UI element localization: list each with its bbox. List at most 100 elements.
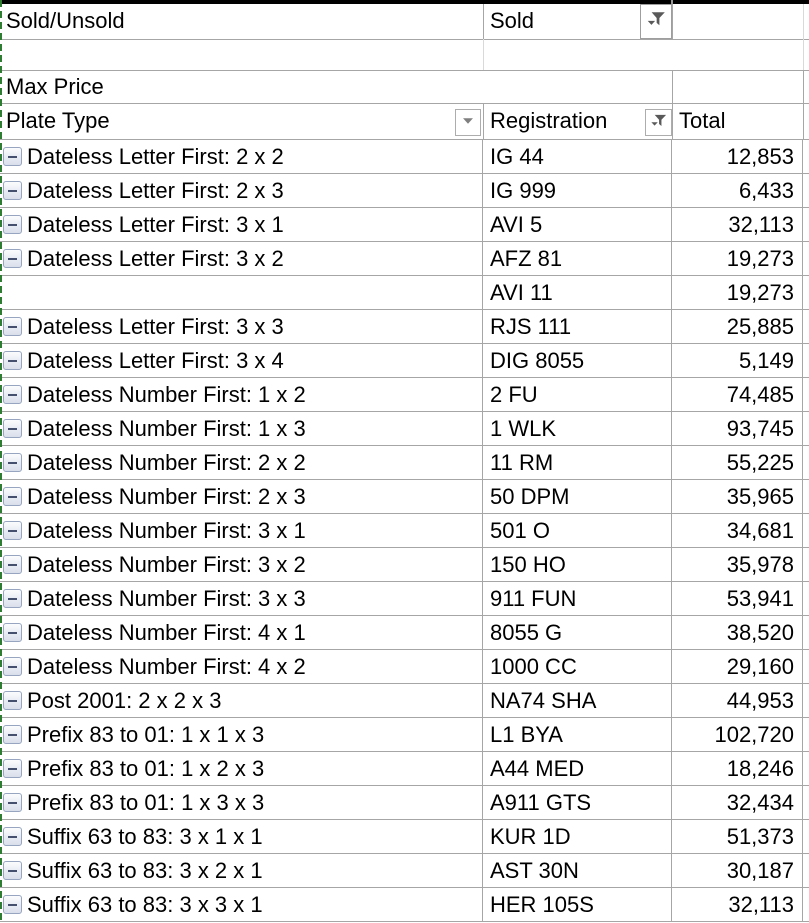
sold-filter-button[interactable] [640, 4, 672, 39]
minus-icon [8, 529, 17, 532]
gridline-sliver [803, 888, 809, 921]
registration-cell: 2 FU [483, 378, 672, 411]
collapse-button[interactable] [3, 793, 22, 812]
registration-filter-button[interactable] [645, 109, 672, 136]
plate-type-label: Dateless Number First: 1 x 3 [27, 415, 306, 441]
registration-cell: IG 44 [483, 140, 672, 173]
registration-cell: RJS 111 [483, 310, 672, 343]
registration-cell: IG 999 [483, 174, 672, 207]
table-row: Dateless Number First: 2 x 2 11 RM 55,22… [0, 446, 809, 480]
total-cell: 25,885 [672, 310, 803, 343]
registration-cell: 1 WLK [483, 412, 672, 445]
collapse-button[interactable] [3, 521, 22, 540]
collapse-button[interactable] [3, 453, 22, 472]
plate-type-cell: Dateless Letter First: 3 x 4 [0, 344, 483, 377]
gridline-sliver [803, 514, 809, 547]
plate-type-cell: Dateless Number First: 1 x 3 [0, 412, 483, 445]
plate-type-label: Dateless Number First: 2 x 2 [27, 449, 306, 475]
table-row: Dateless Number First: 1 x 2 2 FU 74,485 [0, 378, 809, 412]
total-cell: 102,720 [672, 718, 803, 751]
collapse-button[interactable] [3, 759, 22, 778]
values-label-cell: Max Price [6, 74, 104, 99]
collapse-button[interactable] [3, 657, 22, 676]
gridline-sliver [803, 650, 809, 683]
minus-icon [8, 495, 17, 498]
funnel-filter-icon [649, 112, 668, 134]
gridline-sliver [803, 242, 809, 275]
plate-type-label: Dateless Number First: 1 x 2 [27, 381, 306, 407]
total-cell: 32,113 [672, 208, 803, 241]
registration-cell: KUR 1D [483, 820, 672, 853]
plate-type-cell: Prefix 83 to 01: 1 x 2 x 3 [0, 752, 483, 785]
total-cell: 6,433 [672, 174, 803, 207]
registration-header-cell: Registration [490, 108, 608, 133]
plate-type-cell: Suffix 63 to 83: 3 x 3 x 1 [0, 888, 483, 921]
collapse-button[interactable] [3, 249, 22, 268]
gridline-sliver [803, 684, 809, 717]
total-cell: 55,225 [672, 446, 803, 479]
collapse-button[interactable] [3, 487, 22, 506]
minus-icon [8, 461, 17, 464]
total-header-cell: Total [679, 108, 726, 133]
gridline-sliver [803, 412, 809, 445]
minus-icon [8, 359, 17, 362]
minus-icon [8, 563, 17, 566]
gridline-sliver [803, 310, 809, 343]
column-gridline [483, 39, 484, 70]
plate-type-label: Dateless Number First: 3 x 2 [27, 551, 306, 577]
registration-cell: NA74 SHA [483, 684, 672, 717]
total-cell: 30,187 [672, 854, 803, 887]
collapse-button[interactable] [3, 215, 22, 234]
collapse-button[interactable] [3, 147, 22, 166]
registration-cell: 11 RM [483, 446, 672, 479]
collapse-button[interactable] [3, 555, 22, 574]
registration-cell: L1 BYA [483, 718, 672, 751]
gridline-sliver [803, 140, 809, 173]
collapse-button[interactable] [3, 589, 22, 608]
collapse-button[interactable] [3, 317, 22, 336]
plate-type-cell: Dateless Letter First: 3 x 3 [0, 310, 483, 343]
collapse-button[interactable] [3, 419, 22, 438]
collapse-button[interactable] [3, 861, 22, 880]
total-cell: 35,978 [672, 548, 803, 581]
column-border [483, 4, 484, 39]
table-row: AVI 11 19,273 [0, 276, 809, 310]
minus-icon [8, 223, 17, 226]
plate-type-label: Dateless Letter First: 2 x 3 [27, 177, 284, 203]
plate-type-label: Prefix 83 to 01: 1 x 2 x 3 [27, 755, 265, 781]
gridline-sliver [803, 718, 809, 751]
registration-cell: A911 GTS [483, 786, 672, 819]
chevron-down-icon [459, 112, 477, 133]
plate-type-label: Dateless Letter First: 3 x 3 [27, 313, 284, 339]
collapse-button[interactable] [3, 725, 22, 744]
collapse-button[interactable] [3, 351, 22, 370]
grid-line [0, 139, 809, 140]
collapse-button[interactable] [3, 623, 22, 642]
plate-type-dropdown-button[interactable] [455, 109, 481, 136]
minus-icon [8, 767, 17, 770]
plate-type-cell: Dateless Number First: 3 x 2 [0, 548, 483, 581]
gridline-sliver [803, 582, 809, 615]
plate-type-label: Prefix 83 to 01: 1 x 1 x 3 [27, 721, 265, 747]
minus-icon [8, 155, 17, 158]
plate-type-cell: Dateless Letter First: 3 x 1 [0, 208, 483, 241]
collapse-button[interactable] [3, 895, 22, 914]
table-row: Suffix 63 to 83: 3 x 2 x 1 AST 30N 30,18… [0, 854, 809, 888]
registration-cell: AFZ 81 [483, 242, 672, 275]
minus-icon [8, 597, 17, 600]
table-row: Suffix 63 to 83: 3 x 1 x 1 KUR 1D 51,373 [0, 820, 809, 854]
registration-cell: 8055 G [483, 616, 672, 649]
minus-icon [8, 835, 17, 838]
minus-icon [8, 257, 17, 260]
total-cell: 93,745 [672, 412, 803, 445]
registration-cell: A44 MED [483, 752, 672, 785]
collapse-button[interactable] [3, 181, 22, 200]
grid-line [0, 103, 809, 104]
gridline-sliver [803, 276, 809, 309]
collapse-button[interactable] [3, 691, 22, 710]
total-cell: 29,160 [672, 650, 803, 683]
table-row: Dateless Number First: 2 x 3 50 DPM 35,9… [0, 480, 809, 514]
collapse-button[interactable] [3, 827, 22, 846]
collapse-button[interactable] [3, 385, 22, 404]
filter-field-label-cell: Sold/Unsold [6, 8, 125, 33]
